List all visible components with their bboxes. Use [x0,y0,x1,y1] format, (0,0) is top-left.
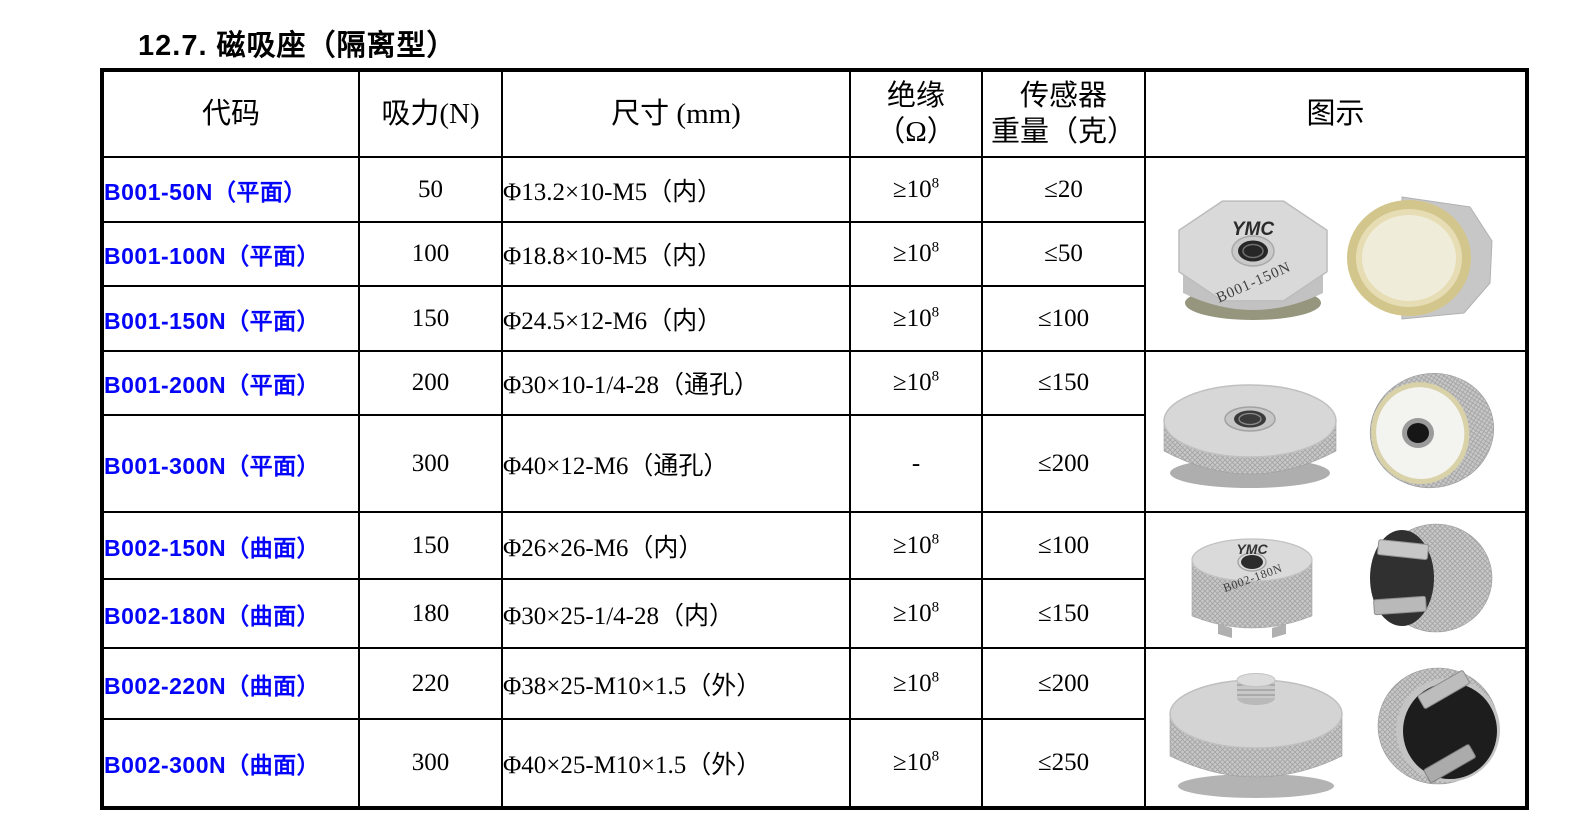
insulation-cell: ≥108 [849,647,983,720]
insulation-cell: ≥108 [849,511,983,580]
photo-cell-b001-flat-small: YMC B001-150N [1144,156,1528,352]
weight-cell: ≤200 [981,647,1146,720]
table-row: B002-180N（曲面） 180 Φ30×25-1/4-28（内） ≥108 … [101,578,1527,649]
product-logo-text: YMC [1236,541,1268,557]
insulation-value: - [911,449,921,477]
weight-cell: ≤250 [981,718,1146,809]
b001-knurled-disc-photo [1162,373,1494,489]
size-cell: Φ38×25-M10×1.5（外） [501,647,851,720]
table-row: B001-300N（平面） 300 Φ40×12-M6（通孔） - ≤200 [101,414,1527,513]
size-cell: Φ13.2×10-M5（内） [501,156,851,223]
force-cell: 200 [358,350,503,416]
size-cell: Φ40×25-M10×1.5（外） [501,718,851,809]
insulation-cell: ≥108 [849,221,983,287]
insulation-exponent: 8 [931,175,940,192]
header-weight: 传感器 重量（克） [981,69,1146,158]
table-row: B001-150N（平面） 150 Φ24.5×12-M6（内） ≥108 ≤1… [101,285,1527,352]
code-cell: B001-150N（平面） [101,285,360,352]
insulation-value: ≥10 [892,669,932,697]
insulation-cell: ≥108 [849,578,983,649]
table-row: B001-100N（平面） 100 Φ18.8×10-M5（内） ≥108 ≤5… [101,221,1527,287]
force-cell: 180 [358,578,503,649]
insulation-cell: ≥108 [849,718,983,809]
header-insulation: 绝缘 （Ω） [849,69,983,158]
weight-cell: ≤150 [981,350,1146,416]
insulation-cell: ≥108 [849,156,983,223]
photo-cell-b002-large [1144,647,1528,809]
table-row: B001-200N（平面） 200 Φ30×10-1/4-28（通孔） ≥108… [101,350,1528,513]
force-cell: 100 [358,221,503,287]
insulation-value: ≥10 [892,175,932,203]
insulation-exponent: 8 [931,304,940,321]
header-row: 代码 吸力(N) 尺寸 (mm) 绝缘 （Ω） 传感器 重量（克） 图示 [101,69,1528,158]
insulation-exponent: 8 [931,368,940,385]
weight-cell: ≤100 [981,511,1146,580]
insulation-value: ≥10 [892,240,932,267]
weight-cell: ≤150 [981,578,1146,649]
size-cell: Φ30×10-1/4-28（通孔） [501,350,851,416]
insulation-exponent: 8 [931,239,940,256]
product-logo-text: YMC [1231,219,1274,240]
insulation-value: ≥10 [892,599,932,627]
size-cell: Φ24.5×12-M6（内） [501,285,851,352]
insulation-exponent: 8 [931,748,940,765]
page-title: 12.7. 磁吸座（隔离型） [138,30,457,62]
insulation-value: ≥10 [892,369,932,396]
photo-cell-b002-curved: YMC B002-180N [1144,511,1528,649]
b002-curved-base-photo: YMC B002-180N [1190,523,1492,638]
code-cell: B001-300N（平面） [101,414,360,513]
code-cell: B002-300N（曲面） [101,718,360,809]
insulation-exponent: 8 [931,531,940,548]
insulation-exponent: 8 [931,669,940,686]
force-cell: 150 [358,511,503,580]
size-cell: Φ40×12-M6（通孔） [501,414,851,513]
insulation-value: ≥10 [892,749,932,776]
insulation-cell: - [849,414,983,513]
insulation-value: ≥10 [892,304,932,332]
force-cell: 300 [358,414,503,513]
table-row: B001-50N（平面） 50 Φ13.2×10-M5（内） ≥108 ≤20 … [101,156,1528,352]
code-cell: B002-150N（曲面） [101,511,360,580]
force-cell: 220 [358,647,503,720]
table-row: B002-300N（曲面） 300 Φ40×25-M10×1.5（外） ≥108… [101,718,1527,809]
b002-large-base-photo [1168,667,1500,798]
weight-cell: ≤200 [981,414,1146,513]
force-cell: 150 [358,285,503,352]
b001-flat-base-photo: YMC B001-150N [1177,196,1493,320]
force-cell: 50 [358,156,503,223]
header-image: 图示 [1144,69,1528,158]
insulation-exponent: 8 [931,599,940,616]
table-row: B002-150N（曲面） 150 Φ26×26-M6（内） ≥108 ≤100 [101,511,1528,649]
weight-cell: ≤100 [981,285,1146,352]
code-cell: B002-220N（曲面） [101,647,360,720]
insulation-cell: ≥108 [849,350,983,416]
size-cell: Φ18.8×10-M5（内） [501,221,851,287]
code-cell: B001-100N（平面） [101,221,360,287]
photo-cell-b001-knurled-disc [1144,350,1528,513]
size-cell: Φ26×26-M6（内） [501,511,851,580]
spec-table-container: 代码 吸力(N) 尺寸 (mm) 绝缘 （Ω） 传感器 重量（克） 图示 B00… [100,68,1529,810]
force-cell: 300 [358,718,503,809]
header-size: 尺寸 (mm) [501,69,851,158]
weight-cell: ≤20 [981,156,1146,223]
code-cell: B001-50N（平面） [101,156,360,223]
code-cell: B001-200N（平面） [101,350,360,416]
insulation-value: ≥10 [892,531,932,559]
table-row: B002-220N（曲面） 220 Φ38×25-M10×1.5（外） ≥108… [101,647,1528,809]
insulation-cell: ≥108 [849,285,983,352]
header-code: 代码 [101,69,360,158]
spec-table: 代码 吸力(N) 尺寸 (mm) 绝缘 （Ω） 传感器 重量（克） 图示 B00… [100,68,1529,810]
header-force: 吸力(N) [358,69,503,158]
code-cell: B002-180N（曲面） [101,578,360,649]
size-cell: Φ30×25-1/4-28（内） [501,578,851,649]
weight-cell: ≤50 [981,221,1146,287]
